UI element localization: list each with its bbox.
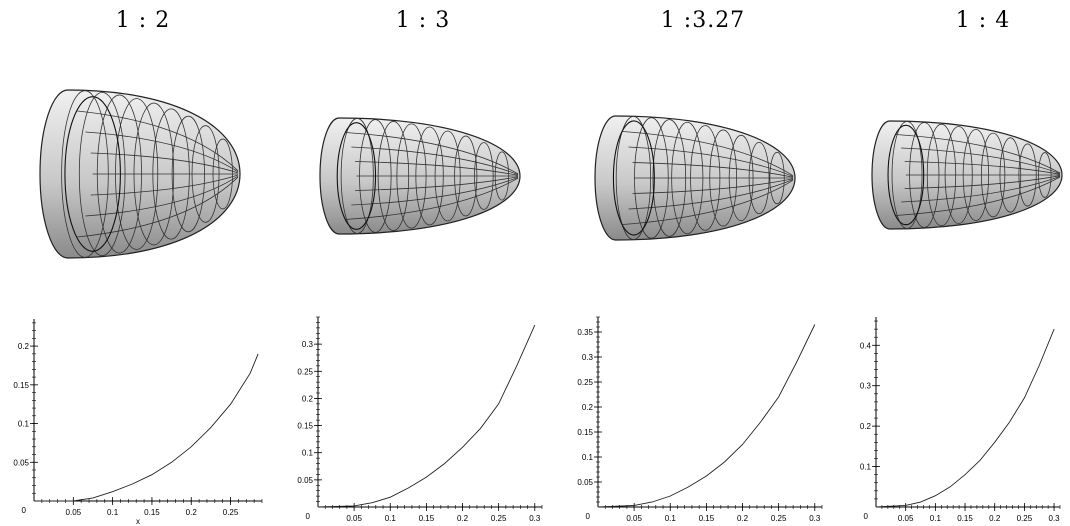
x-tick-label: 0.1 xyxy=(930,514,942,523)
origin-label: 0 xyxy=(864,512,869,521)
y-tick-label: 0.05 xyxy=(297,476,313,485)
y-tick-label: 0.3 xyxy=(860,382,872,391)
opening-rim xyxy=(64,96,121,252)
y-tick-label: 0.3 xyxy=(582,353,594,362)
shell-shape-1-2 xyxy=(39,89,241,259)
x-tick-label: 0.05 xyxy=(898,514,914,523)
x-tick-label: 0.1 xyxy=(385,514,397,523)
y-tick-label: 0.2 xyxy=(582,403,594,412)
shell-shape-1-4 xyxy=(871,120,1063,230)
y-tick-label: 0.25 xyxy=(577,378,593,387)
panel-3-ratio-label: 1 :3.27 xyxy=(660,8,746,33)
profile-curve xyxy=(317,324,536,508)
y-tick-label: 0.2 xyxy=(302,394,314,403)
y-tick-label: 0.1 xyxy=(302,449,314,458)
opening-rim xyxy=(612,120,655,236)
x-tick-label: 0.2 xyxy=(186,508,198,517)
profile-plot-1-3: 0.05 0.1 0.15 0.2 0.25 0.3 0.05 0.1 0.15 0.2 0.25 0… xyxy=(297,316,543,523)
y-tick-label: 0.15 xyxy=(13,381,29,390)
y-tick-label: 0.3 xyxy=(302,340,314,349)
profile-curve xyxy=(34,353,259,502)
x-tick-label: 0.3 xyxy=(809,514,821,523)
y-tick-label: 0.25 xyxy=(297,367,313,376)
y-tick-label: 0.2 xyxy=(860,422,872,431)
x-tick-label: 0.05 xyxy=(626,514,642,523)
x-tick-label: 0.3 xyxy=(1049,514,1061,523)
shell-shape-1-3 xyxy=(319,117,521,235)
x-tick-label: 0.15 xyxy=(419,514,435,523)
x-tick-label: 0.15 xyxy=(699,514,715,523)
x-tick-label: 0.25 xyxy=(771,514,787,523)
x-tick-label: 0.1 xyxy=(665,514,677,523)
panel-4-ratio-label: 1 : 4 xyxy=(955,8,1011,33)
x-tick-label: 0.05 xyxy=(66,508,82,517)
x-tick-label: 0.2 xyxy=(737,514,749,523)
profile-curve xyxy=(597,324,816,508)
profile-plot-1-3-27: 0.05 0.1 0.15 0.2 0.25 0.3 0.05 0.1 0.15 0.2 0.25 0… xyxy=(577,316,823,523)
y-tick-label: 0.1 xyxy=(582,453,594,462)
x-tick-label: 0.3 xyxy=(529,514,541,523)
y-tick-label: 0.15 xyxy=(297,422,313,431)
x-tick-label: 0.25 xyxy=(491,514,507,523)
x-tick-label: 0.15 xyxy=(957,514,973,523)
y-tick-label: 0.35 xyxy=(577,328,593,337)
x-tick-label: 0.25 xyxy=(1017,514,1033,523)
y-tick-label: 0.15 xyxy=(577,428,593,437)
shell-shape-1-3-27 xyxy=(594,115,796,241)
x-tick-label: 0.2 xyxy=(989,514,1001,523)
opening-rim xyxy=(887,124,925,226)
panel-2-ratio-label: 1 : 3 xyxy=(395,8,451,33)
y-tick-label: 0.1 xyxy=(860,463,872,472)
x-tick-label: 0.25 xyxy=(223,508,239,517)
opening-rim xyxy=(336,122,377,230)
y-tick-label: 0.4 xyxy=(860,341,872,350)
x-tick-label: 0.1 xyxy=(107,508,119,517)
origin-label: 0 xyxy=(22,506,27,515)
origin-label: 0 xyxy=(306,512,311,521)
y-tick-label: 0.05 xyxy=(577,478,593,487)
y-tick-label: 0.2 xyxy=(18,342,30,351)
origin-label: 0 xyxy=(586,512,591,521)
y-tick-label: 0.1 xyxy=(18,420,30,429)
y-tick-label: 0.05 xyxy=(13,458,29,467)
panel-1-ratio-label: 1 : 2 xyxy=(115,8,171,33)
profile-plot-1-2: 0.05 0.1 0.15 0.2 0.25 0.05 0.1 0.15 0.2 0 x xyxy=(13,319,263,526)
profile-plot-1-4: 0.05 0.1 0.15 0.2 0.25 0.3 0.1 0.2 0.3 0.4 0 xyxy=(860,317,1061,523)
x-tick-label: 0.15 xyxy=(144,508,160,517)
x-axis-label: x xyxy=(136,517,140,526)
x-tick-label: 0.2 xyxy=(457,514,469,523)
profile-curve xyxy=(875,328,1055,508)
x-tick-label: 0.05 xyxy=(346,514,362,523)
